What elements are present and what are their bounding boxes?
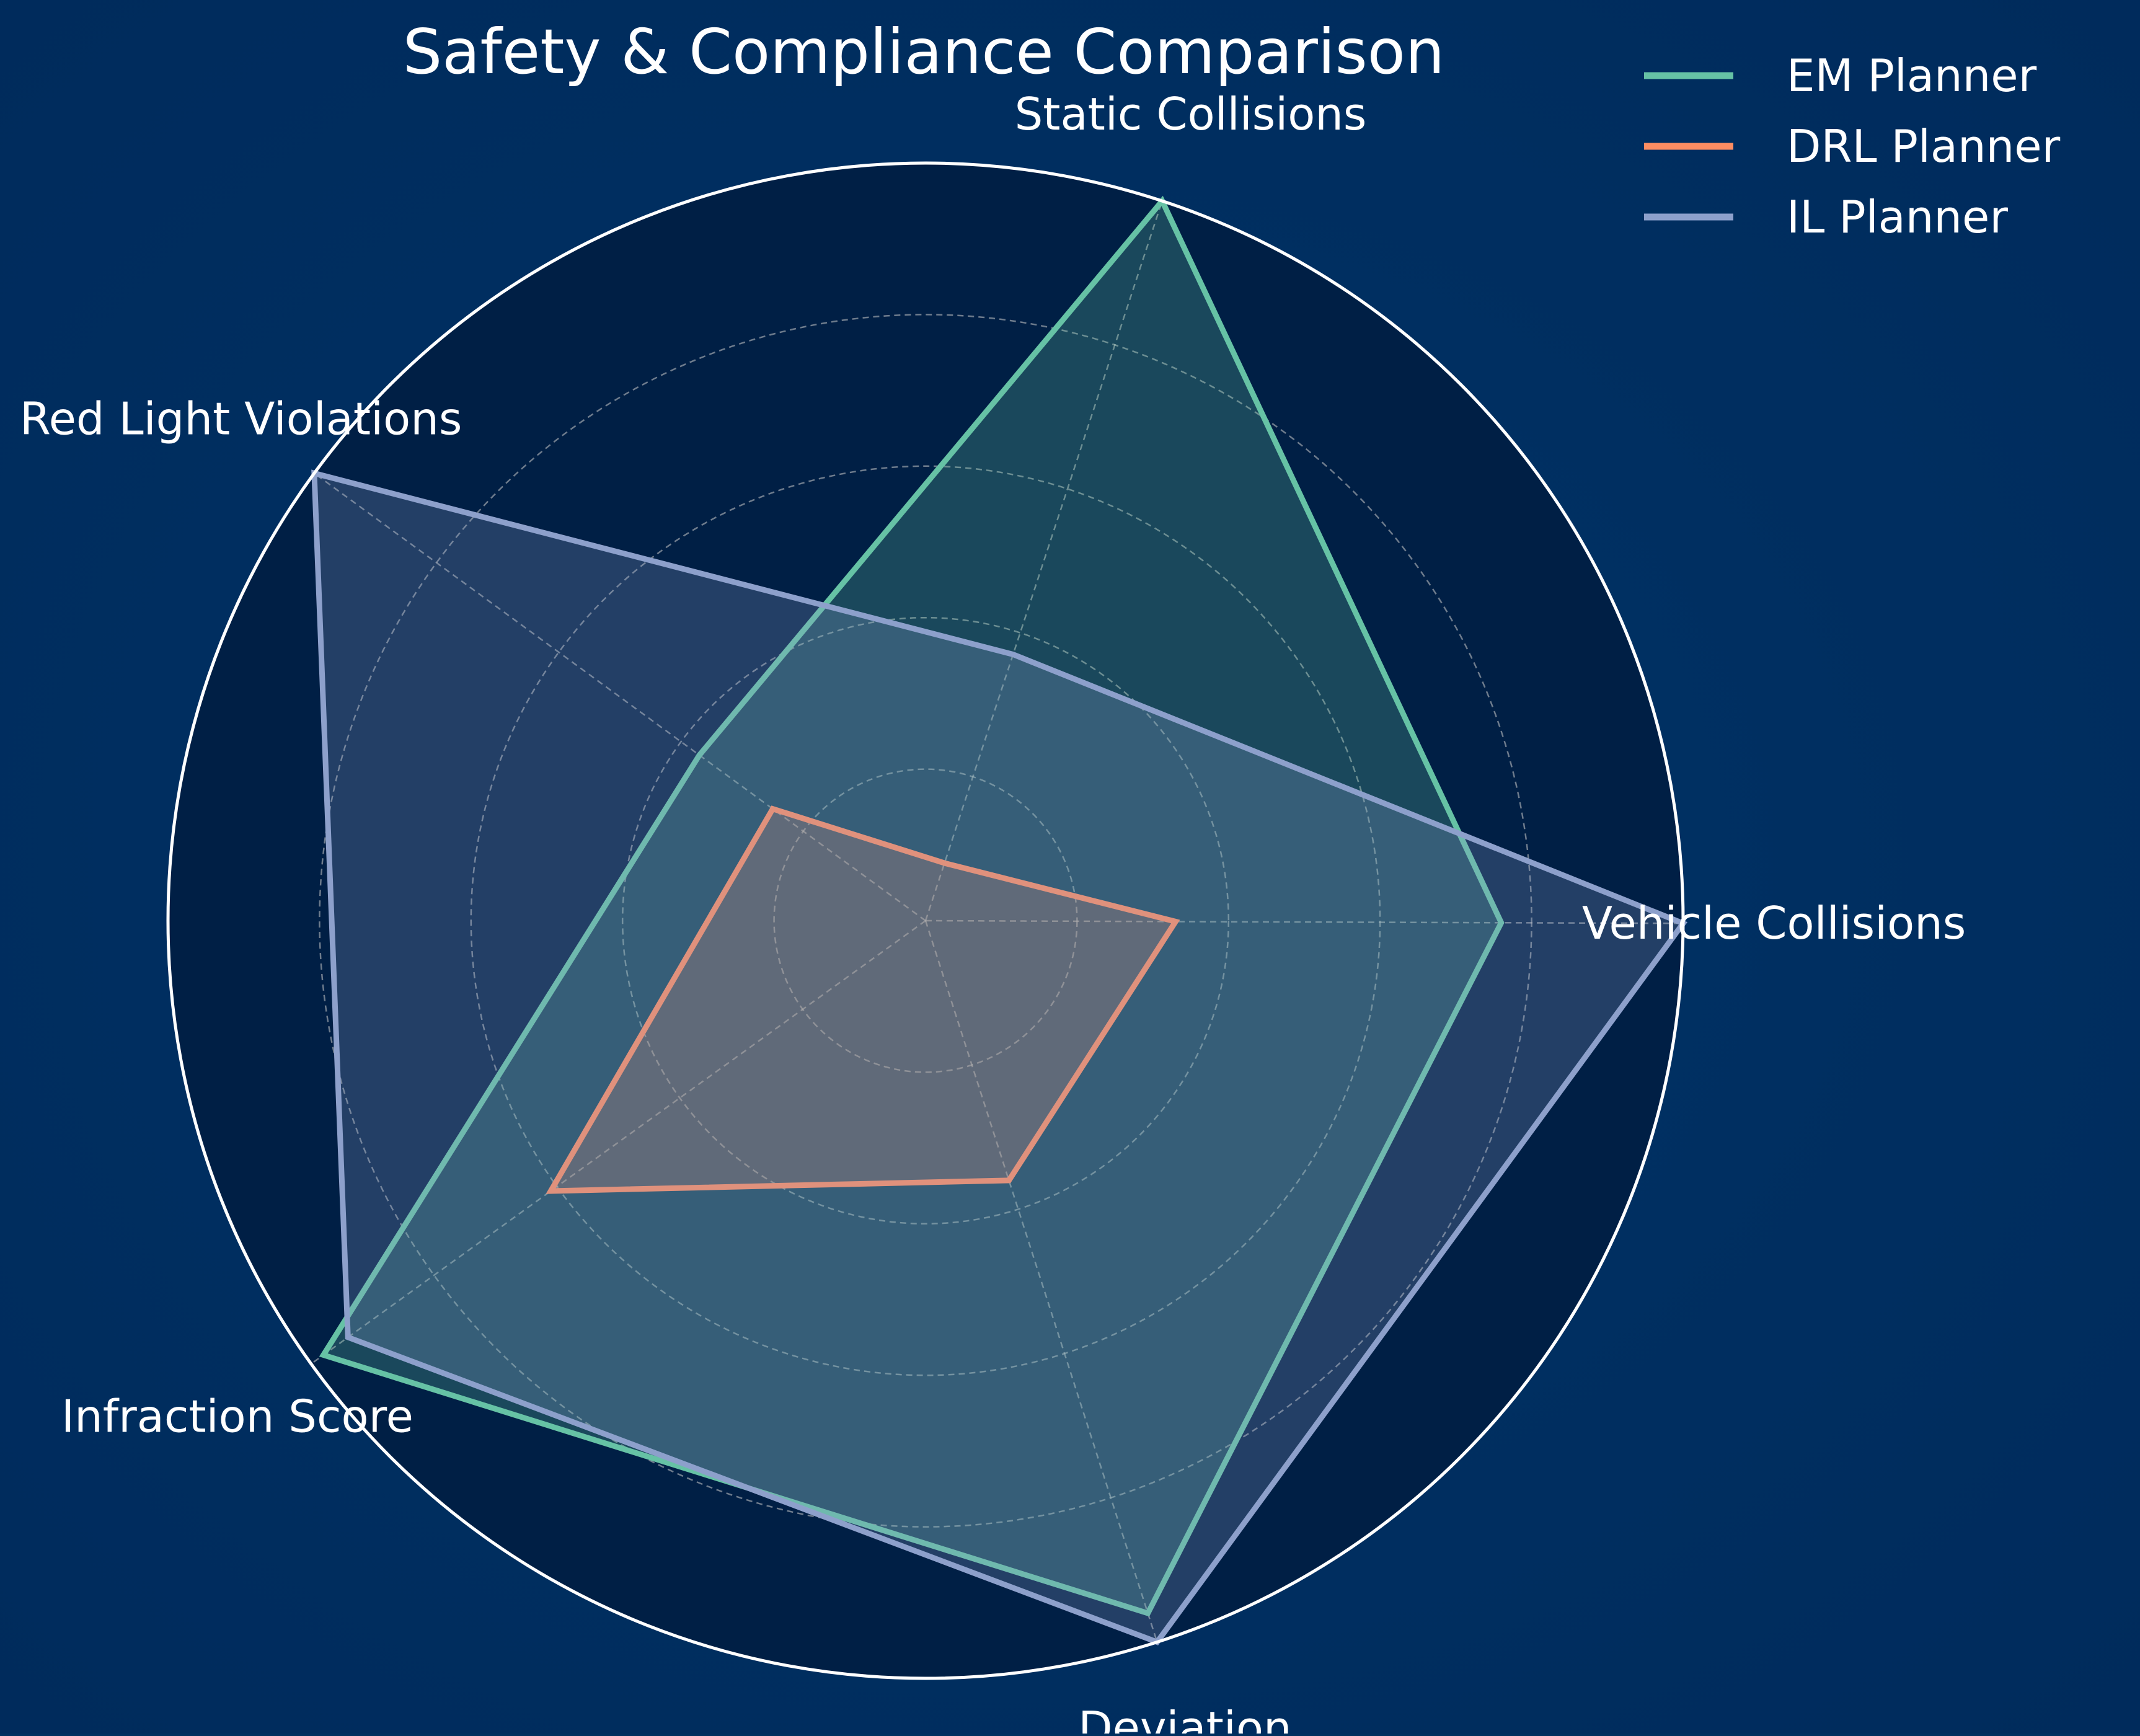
axis-label-3: Red Light Violations [20,393,462,445]
axis-label-4: Infraction Score [61,1391,413,1443]
legend-label-3: IL Planner [1787,191,2008,243]
axis-label-5: Deviation [1078,1702,1291,1734]
legend: EM Planner DRL Planner IL Planner [1644,50,2061,243]
axis-label-1: Vehicle Collisions [1582,897,1966,949]
chart-title: Safety & Compliance Comparison [403,16,1445,88]
legend-label-2: DRL Planner [1787,120,2061,172]
axis-label-2: Static Collisions [1015,88,1367,140]
legend-label-1: EM Planner [1787,50,2037,102]
